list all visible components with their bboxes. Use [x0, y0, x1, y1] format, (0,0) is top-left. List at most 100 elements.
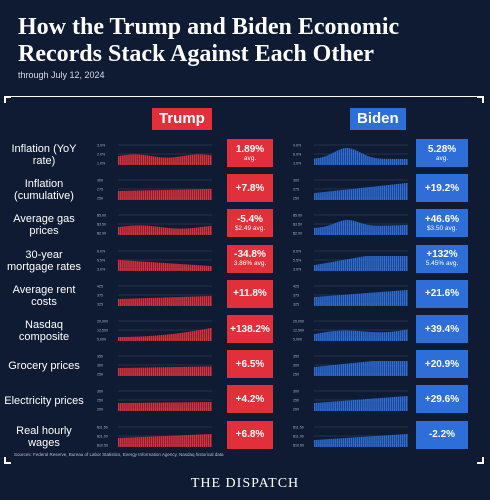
mini-bar	[158, 262, 161, 271]
mini-bar	[118, 227, 120, 236]
mini-bar	[377, 186, 379, 201]
mini-bar	[207, 295, 210, 306]
mini-bar	[140, 298, 143, 306]
metric-label: Grocery prices	[8, 360, 80, 373]
mini-bar	[144, 190, 147, 201]
mini-bar	[383, 158, 386, 165]
mini-bar	[346, 189, 349, 201]
mini-bar	[336, 222, 339, 236]
mini-bar	[144, 436, 147, 447]
mini-bar	[393, 255, 396, 271]
mini-bar	[387, 331, 390, 341]
mini-bar	[379, 226, 381, 236]
mini-bar	[126, 191, 128, 201]
mini-bar	[140, 403, 143, 412]
mini-bar	[167, 262, 169, 271]
mini-bar	[160, 190, 163, 201]
mini-bar	[350, 189, 353, 201]
mini-bar	[367, 436, 369, 447]
trump-value-box: +138.2%	[227, 315, 273, 343]
mini-bar	[395, 331, 398, 341]
tick-label: 2.0%	[97, 153, 106, 157]
mini-bar	[346, 258, 349, 271]
mini-bar	[158, 157, 161, 165]
mini-bar	[314, 264, 316, 271]
mini-chart-svg: 20,000 12,500 5,000	[293, 320, 408, 342]
mini-bar	[326, 262, 328, 271]
mini-bar	[391, 397, 394, 412]
mini-bar	[361, 331, 363, 341]
mini-bar	[118, 191, 120, 201]
mini-bar	[128, 336, 130, 341]
mini-bar	[183, 402, 185, 412]
biden-mini-chart: 350 300 250	[292, 351, 408, 379]
tick-label: 300	[97, 364, 103, 368]
mini-bar	[369, 156, 371, 165]
mini-bar	[167, 157, 169, 165]
mini-bar	[387, 291, 390, 306]
mini-bar	[169, 157, 171, 165]
mini-bar	[193, 434, 196, 447]
mini-bar	[118, 368, 120, 377]
trump-mini-chart: 300 275 250	[96, 175, 212, 203]
mini-bar	[401, 361, 404, 377]
mini-bar	[363, 255, 365, 271]
mini-bar	[205, 402, 208, 412]
mini-bar	[354, 150, 357, 165]
mini-bar	[348, 437, 351, 447]
mini-bar	[130, 336, 132, 341]
mini-bar	[354, 400, 357, 412]
metric-label: Average rent costs	[12, 283, 76, 308]
mini-bar	[169, 190, 171, 201]
mini-bar	[352, 221, 355, 236]
mini-bar	[193, 330, 196, 341]
mini-bar	[367, 255, 369, 271]
mini-bar	[165, 262, 167, 271]
mini-bar	[128, 298, 130, 306]
mini-bar	[401, 159, 404, 165]
tick-label: 6.0%	[293, 153, 302, 157]
mini-bar	[371, 225, 373, 236]
mini-bar	[326, 331, 328, 341]
mini-bar	[173, 189, 175, 201]
biden-value-box: +132% 5.45% avg.	[416, 244, 468, 273]
trump-value: +7.8%	[235, 182, 265, 194]
mini-bar	[375, 186, 377, 201]
mini-bar	[207, 226, 210, 236]
mini-bar	[377, 332, 379, 341]
mini-bar	[183, 155, 185, 165]
mini-bar	[203, 433, 206, 447]
metric-row: Electricity prices 300 250 200 +4.2% 300 250 20…	[0, 382, 490, 420]
mini-bar	[156, 435, 159, 447]
mini-bar	[387, 255, 390, 271]
tick-label: 250	[293, 373, 299, 377]
mini-bar	[183, 263, 185, 271]
tick-label: 350	[293, 355, 299, 359]
mini-bar	[330, 365, 332, 377]
mini-bar	[179, 189, 181, 201]
mini-bar	[344, 437, 347, 447]
mini-bar	[322, 439, 324, 447]
mini-bar	[316, 296, 318, 306]
mini-bar	[118, 337, 120, 341]
mini-bar	[189, 189, 192, 201]
mini-bar	[371, 255, 373, 271]
mini-bar	[187, 228, 190, 236]
mini-bar	[371, 332, 373, 341]
mini-bar	[403, 396, 406, 412]
mini-bar	[334, 260, 336, 271]
tick-label: 300	[97, 179, 103, 183]
tick-label: $3.50	[293, 223, 302, 227]
mini-bar	[189, 434, 192, 447]
mini-bar	[177, 402, 179, 412]
mini-bar	[140, 154, 143, 165]
mini-bar	[363, 362, 365, 377]
mini-bar	[399, 183, 402, 201]
mini-bar	[322, 366, 324, 377]
mini-bar	[165, 190, 167, 201]
mini-bar	[136, 367, 138, 377]
mini-bar	[358, 223, 361, 236]
mini-bar	[183, 228, 185, 236]
mini-bar	[344, 401, 347, 412]
mini-bar	[162, 157, 165, 165]
